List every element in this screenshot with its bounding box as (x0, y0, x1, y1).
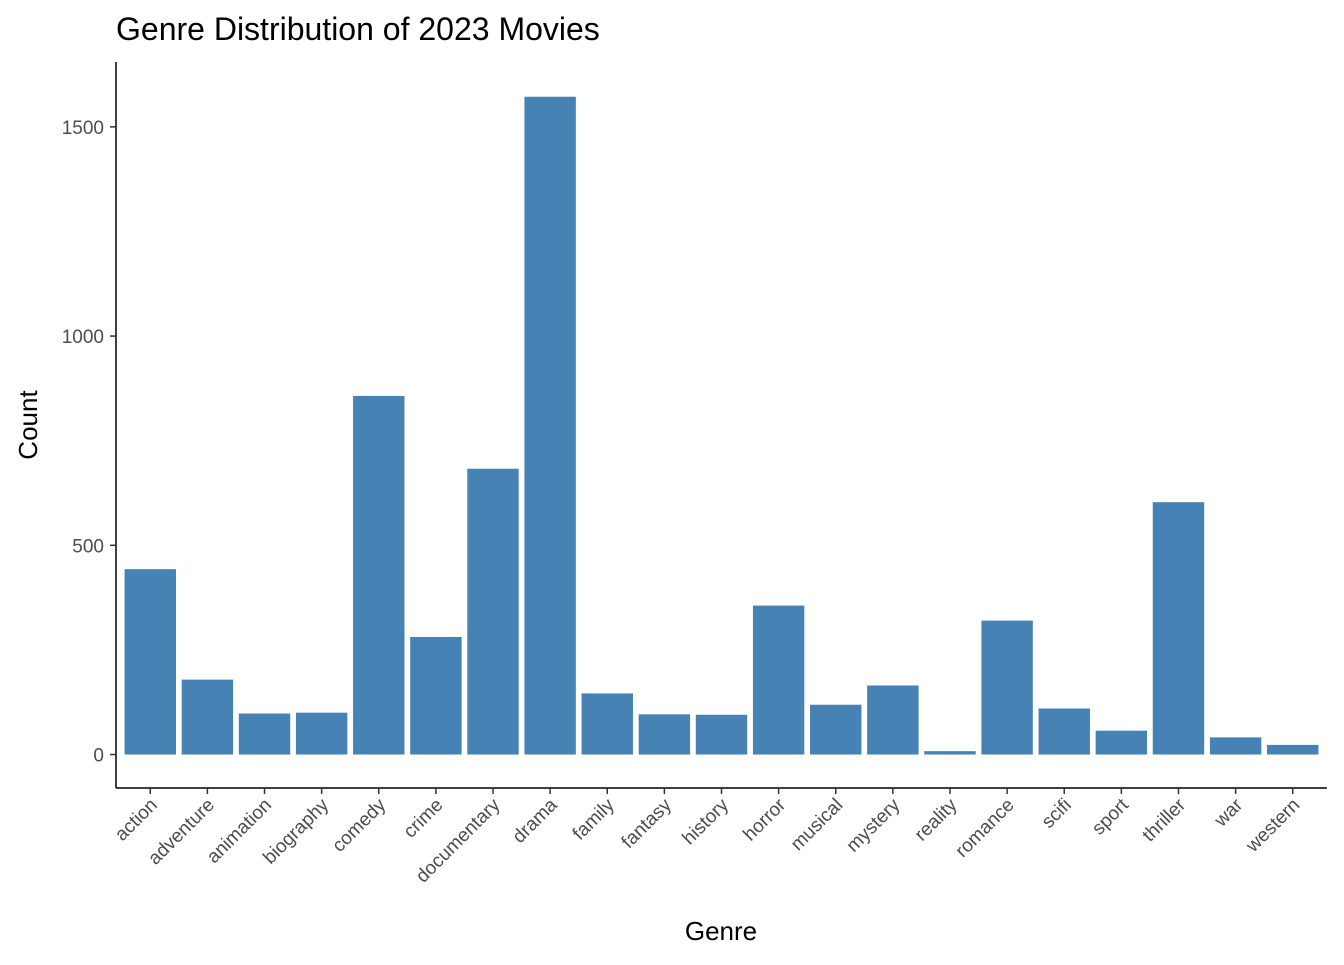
bar-romance (981, 620, 1033, 755)
x-tick-label-sport: sport (1088, 794, 1133, 839)
bar-horror (752, 605, 805, 755)
x-tick-label-fantasy: fantasy (618, 794, 677, 853)
bar-biography (295, 712, 348, 755)
bar-western (1267, 744, 1319, 755)
x-tick-label-scifi: scifi (1038, 795, 1076, 833)
x-tick-label-war: war (1210, 794, 1248, 832)
y-axis: 0 500 1000 1500 (62, 62, 117, 788)
bar-comedy (353, 395, 405, 755)
bar-history (695, 714, 748, 755)
bar-documentary (467, 468, 519, 755)
bar-family (581, 693, 633, 755)
bar-drama (524, 96, 576, 755)
x-tick-label-action: action (111, 795, 162, 846)
x-tick-label-thriller: thriller (1139, 794, 1191, 846)
bar-fantasy (638, 714, 691, 755)
x-tick-label-romance: romance (952, 795, 1019, 862)
bar-musical (810, 704, 862, 755)
y-tick-label: 500 (72, 536, 104, 557)
x-tick-label-western: western (1242, 795, 1305, 858)
x-tick-label-history: history (679, 794, 734, 849)
bar-sport (1095, 730, 1148, 755)
x-tick-label-comedy: comedy (328, 794, 390, 856)
chart-title: Genre Distribution of 2023 Movies (116, 11, 600, 47)
y-tick-label: 1500 (62, 118, 104, 139)
x-tick-label-musical: musical (787, 795, 847, 855)
x-tick-label-reality: reality (911, 794, 962, 845)
x-tick-label-mystery: mystery (843, 794, 905, 856)
bar-mystery (867, 685, 919, 755)
bar-scifi (1038, 708, 1090, 755)
x-tick-label-horror: horror (739, 794, 790, 845)
x-tick-label-drama: drama (509, 794, 562, 847)
y-axis-title: Count (13, 390, 43, 460)
bar-reality (924, 751, 976, 755)
x-tick-label-family: family (569, 794, 619, 844)
bar-action (124, 569, 176, 755)
bars-layer (124, 96, 1319, 755)
bar-adventure (181, 679, 234, 755)
y-tick-label: 0 (93, 746, 104, 767)
y-tick-label: 1000 (62, 327, 104, 348)
x-tick-label-crime: crime (400, 795, 448, 843)
bar-animation (238, 713, 291, 755)
bar-thriller (1152, 502, 1205, 755)
bar-war (1209, 737, 1262, 755)
x-axis-title: Genre (685, 916, 757, 946)
bar-crime (410, 636, 462, 755)
